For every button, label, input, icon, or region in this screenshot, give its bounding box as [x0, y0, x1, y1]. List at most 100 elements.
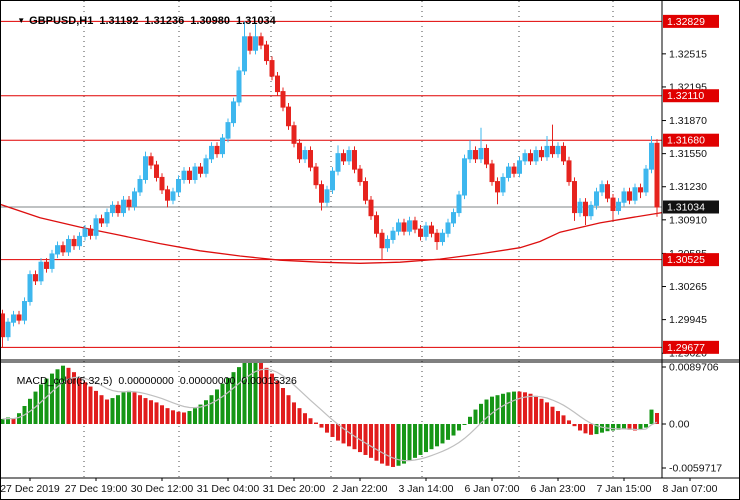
macd-bar	[583, 424, 588, 434]
macd-bar	[61, 365, 65, 424]
candle-bear	[434, 232, 440, 243]
candle-bull	[209, 145, 214, 160]
candle-bear	[473, 150, 478, 160]
candle-bear	[291, 125, 297, 144]
time-axis-labels[interactable]: 27 Dec 2019 27 Dec 19:00 30 Dec 12:00 31 De…	[0, 478, 718, 495]
candle-bull	[500, 176, 506, 193]
macd-bar	[259, 363, 263, 424]
macd-bar	[391, 424, 395, 467]
macd-bar	[490, 396, 494, 424]
macd-bar	[479, 403, 483, 424]
macd-axis-labels[interactable]: 0.0089706 0.00 -0.0059717	[662, 362, 722, 475]
macd-bar	[116, 395, 120, 424]
level-price-badge: 1.30525	[663, 253, 719, 267]
candle-bull	[335, 153, 341, 172]
candle-bear	[280, 91, 286, 108]
macd-bar	[484, 399, 489, 424]
level-price-badge: 1.32110	[663, 89, 719, 103]
candle-bear	[313, 166, 319, 186]
chart-dropdown-icon[interactable]: ▼	[17, 16, 26, 25]
macd-bar	[193, 408, 197, 424]
candle-bull	[5, 321, 11, 338]
candle-bull	[594, 191, 599, 206]
time-tick-label: 8 Jan 07:00	[663, 483, 718, 495]
candle-bull	[22, 301, 27, 321]
candle-bear	[319, 184, 324, 203]
candle-bear	[258, 36, 264, 46]
level-price-badge: 1.32829	[663, 14, 719, 28]
time-tick-label: 31 Dec 20:00	[263, 483, 326, 495]
candle-bear	[297, 142, 302, 160]
macd-bar	[215, 389, 219, 424]
candle-bull	[110, 204, 115, 214]
candle-bull	[462, 158, 467, 196]
price-badge-label: 1.32829	[667, 16, 705, 28]
macd-bar	[319, 424, 324, 428]
candle-bull	[253, 36, 258, 51]
candle-bull	[506, 166, 511, 178]
candle-bear	[605, 184, 610, 199]
macd-bar	[506, 392, 511, 424]
candle-bull	[451, 212, 456, 224]
macd-bar	[556, 411, 560, 424]
macd-bar	[589, 424, 593, 435]
time-tick-label: 27 Dec 2019	[0, 483, 60, 495]
candle-bull	[181, 170, 187, 180]
macd-bar	[567, 420, 571, 424]
candle-bull	[225, 122, 231, 139]
macd-bar	[176, 411, 181, 424]
macd-bar	[143, 398, 148, 424]
macd-bar	[303, 413, 307, 424]
macd-histogram	[0, 363, 659, 467]
quote-open: 1.31192	[99, 15, 139, 27]
candle-bull	[517, 160, 522, 174]
candle-bear	[247, 36, 253, 51]
macd-bar	[440, 424, 445, 444]
macd-bar	[292, 402, 296, 424]
time-tick-label: 6 Jan 23:00	[531, 483, 586, 495]
macd-bar	[171, 410, 175, 424]
macd-bar	[633, 424, 637, 431]
candle-bear	[60, 245, 66, 253]
macd-bar	[209, 395, 214, 424]
candle-bull	[396, 222, 401, 232]
price-badge-label: 1.31034	[667, 202, 705, 214]
candle-bull	[236, 70, 242, 103]
price-level-lines[interactable]	[1, 20, 662, 348]
candle-bull	[632, 187, 638, 201]
candle-bull	[11, 314, 16, 323]
candle-bull	[104, 212, 110, 224]
candle-bear	[264, 44, 269, 62]
price-tick-label: 1.31870	[669, 115, 707, 127]
candle-bear	[638, 187, 643, 193]
macd-bar	[198, 404, 203, 424]
candle-bear	[286, 106, 291, 127]
time-tick-label: 27 Dec 19:00	[65, 483, 128, 495]
macd-bar	[165, 408, 170, 424]
indicator-name: MACD_color(5,32,5)	[16, 375, 113, 387]
quote-close: 1.31034	[236, 15, 276, 27]
candle-bear	[44, 261, 49, 269]
macd-bar	[545, 402, 549, 424]
candle-bull	[621, 191, 627, 203]
macd-bar	[237, 367, 241, 424]
candle-bear	[401, 222, 407, 232]
macd-bar	[336, 424, 340, 441]
macd-scale-label: -0.0059717	[669, 463, 722, 475]
macd-bar	[77, 377, 82, 424]
candle-bull	[407, 220, 412, 232]
candle-bull	[192, 166, 198, 180]
macd-bar	[99, 395, 104, 424]
candle-bull	[577, 201, 583, 214]
macd-bar	[132, 392, 137, 424]
macd-bar	[341, 424, 346, 444]
candle-bull	[478, 147, 484, 160]
macd-bar	[517, 391, 522, 424]
time-tick-label: 31 Dec 04:00	[197, 483, 260, 495]
candle-bear	[187, 170, 192, 180]
macd-bar	[138, 395, 142, 424]
candle-bull	[649, 142, 654, 170]
macd-bar	[0, 418, 5, 424]
macd-bar	[325, 424, 329, 433]
